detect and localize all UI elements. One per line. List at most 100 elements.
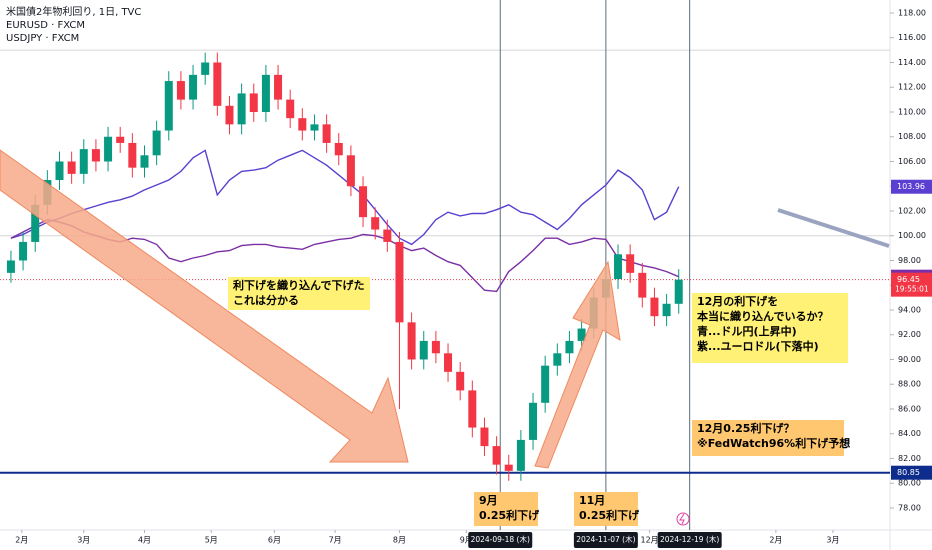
candle-body [104,136,113,162]
last-value-label: 103.96 [897,182,925,191]
candle-body [55,161,64,181]
price-label: 96.45 [897,275,920,284]
date-marker-box [657,532,722,548]
candle-body [577,328,586,341]
y-tick-label: 80.00 [898,479,921,488]
countdown-label: 19:55:01 [895,285,929,294]
plot-area [6,52,683,481]
candle-body [176,81,185,100]
candle-body [359,186,368,218]
annotation-box [574,492,638,526]
candle-body [516,439,525,471]
x-tick-label: 9月 [460,536,473,545]
candle-body [626,254,635,273]
candle-body [334,142,343,156]
y-tick-label: 94.00 [898,305,921,314]
x-tick-label: 4月 [138,536,151,545]
event-icon [676,512,690,526]
y-tick-label: 114.00 [898,58,926,67]
candle-body [261,74,270,112]
candle-body [383,229,392,242]
candle-body [152,130,161,156]
y-tick-label: 116.00 [898,33,926,42]
candle-body [638,272,647,298]
candle-body [674,279,683,304]
y-tick-label: 98.00 [898,256,921,265]
annotation-box [228,277,370,310]
x-tick-label: 8月 [393,536,406,545]
candle-body [6,260,15,273]
candle-body [225,105,234,125]
y-tick-label: 112.00 [898,83,926,92]
candle-body [529,402,538,440]
y-tick-label: 86.00 [898,404,921,413]
candle-body [650,297,659,317]
candle-body [614,254,623,280]
x-tick-label: 6月 [268,536,281,545]
y-tick-label: 90.00 [898,355,921,364]
candle-body [541,365,550,403]
last-value-box [891,179,932,194]
annotation-text: 青...ドル円(上昇中) [697,324,797,338]
y-tick-label: 102.00 [898,206,926,215]
candle-body [19,241,28,261]
candle-body [480,427,489,447]
y-tick-label: 106.00 [898,157,926,166]
y-tick-label: 108.00 [898,132,926,141]
annotation-box [474,492,538,526]
event-icon [679,513,685,525]
candle-body [662,303,671,317]
candle-body [407,322,416,360]
arrow-up [534,260,621,469]
level-box [891,465,932,480]
candle-body [67,161,76,174]
trend-line [777,208,890,248]
level-label: 80.85 [897,468,920,477]
annotation-text: 利下げを織り込んで下げた [233,278,364,292]
date-marker-label: 2024-12-19 (木) [660,534,719,544]
annotation-text: 0.25利下げ [579,508,640,522]
date-marker-box [573,532,638,548]
arrow-down [0,149,409,463]
x-tick-label: 3月 [77,536,90,545]
y-tick-label: 110.00 [898,107,926,116]
y-tick-label: 78.00 [898,503,921,512]
candle-body [140,155,149,168]
candle-body [91,149,100,162]
candle-body [371,217,380,230]
candle-body [286,99,295,119]
x-tick-label: 2月 [769,536,782,545]
annotation-text: ※FedWatch96%利下げ予想 [697,436,850,450]
candle-body [419,340,428,360]
date-marker-box [468,532,533,548]
candle-body [565,340,574,354]
annotation-text: これは分かる [233,293,299,307]
annotation-text: 12月の利下げを [697,294,778,308]
candle-body [274,74,283,100]
candle-body [395,241,404,323]
candle-body [116,136,125,143]
series-line [10,149,680,246]
annotation-text: 本当に織り込んでいるか？ [697,309,828,323]
candle-body [189,74,198,100]
annotation-text: 0.25利下げ [479,508,540,522]
candle-body [164,81,173,131]
legend-entry: 米国債2年物利回り, 1日, TVC [6,5,141,18]
candle-body [322,124,331,143]
y-tick-label: 84.00 [898,429,921,438]
drawings [0,149,890,526]
candle-body [128,142,137,168]
labels-layer: 米国債2年物利回り, 1日, TVC EURUSD · FXCM USDJPY · … [6,5,932,548]
annotation-box [692,293,848,363]
candle-body [468,390,477,428]
candle-body [237,93,246,125]
x-tick-label: 5月 [205,536,218,545]
date-marker-label: 2024-09-18 (木) [471,534,530,544]
candle-body [213,62,222,106]
y-tick-label: 82.00 [898,454,921,463]
candle-body [492,446,501,465]
candle-body [431,340,440,354]
candle-body [504,464,513,471]
